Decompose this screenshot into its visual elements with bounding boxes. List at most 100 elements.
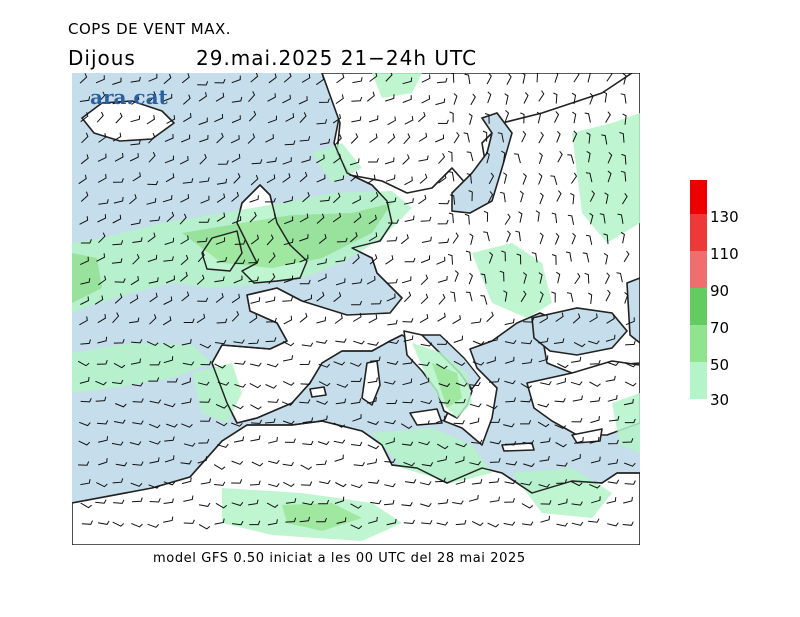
wind-barb: [248, 91, 256, 103]
wind-barb: [148, 91, 157, 103]
wind-barb: [370, 192, 379, 203]
wind-barb: [181, 134, 191, 143]
wind-barb: [179, 271, 188, 282]
wind-barb: [148, 484, 161, 489]
wind-barb: [419, 314, 429, 324]
wind-barb: [367, 174, 376, 184]
wind-barb: [420, 400, 433, 405]
wind-barb: [198, 218, 210, 223]
wind-barb: [230, 135, 240, 144]
sicily: [409, 408, 443, 426]
wind-barb: [418, 441, 430, 446]
wind-barb: [268, 73, 277, 84]
wind-barb: [282, 420, 295, 425]
wind-barb: [503, 423, 515, 428]
wind-barb: [538, 272, 543, 284]
wind-barb: [129, 317, 140, 324]
wind-barb: [166, 115, 176, 124]
wind-barb: [589, 396, 601, 403]
wind-barb: [266, 234, 274, 246]
map-canvas: [72, 73, 640, 545]
wind-barb: [480, 273, 487, 284]
wind-barb: [318, 381, 331, 387]
wind-barb: [198, 502, 211, 507]
wind-barb: [531, 252, 538, 263]
wind-barb: [471, 478, 483, 485]
model-info: model GFS 0.50 iniciat a les 00 UTC del …: [153, 551, 526, 566]
wind-barb: [607, 522, 619, 527]
wind-barb: [519, 190, 524, 203]
wind-barb: [368, 516, 378, 524]
wind-barb: [336, 383, 349, 388]
wind-barb: [214, 363, 226, 369]
wind-barb: [146, 115, 156, 125]
wind-barb: [449, 111, 454, 123]
gust-area: [372, 428, 492, 483]
wind-barb: [332, 192, 341, 204]
wind-barb: [198, 438, 210, 444]
wind-barb: [386, 399, 398, 404]
wind-barb: [130, 276, 140, 286]
wind-barb: [166, 378, 178, 383]
wind-barb: [283, 481, 295, 487]
wind-barb: [350, 524, 363, 530]
wind-barb: [385, 437, 395, 445]
wind-barb: [266, 363, 279, 368]
wind-barb: [164, 155, 174, 164]
wind-barb: [249, 520, 261, 526]
wind-barb: [589, 212, 594, 225]
wind-barb: [148, 277, 159, 284]
wind-barb: [420, 293, 429, 305]
wind-barb: [115, 462, 128, 467]
wind-barb: [149, 314, 157, 325]
wind-barb: [164, 455, 175, 463]
wind-barb: [251, 461, 264, 467]
gust-area: [282, 503, 362, 531]
wind-barb: [622, 521, 634, 526]
wind-barb: [621, 193, 628, 205]
wind-barb: [80, 398, 92, 403]
wind-barb: [284, 438, 296, 443]
wind-barb: [131, 382, 144, 387]
wind-barb: [572, 130, 578, 143]
wind-barb: [199, 343, 212, 349]
wind-barb: [183, 519, 195, 524]
wind-gust-map: ara.cat: [72, 73, 640, 545]
wind-barb: [350, 133, 359, 144]
wind-barb: [469, 381, 481, 387]
wind-barb: [505, 461, 518, 466]
wind-barb: [623, 496, 633, 504]
wind-barb: [505, 397, 516, 403]
wind-barb: [483, 231, 490, 242]
forecast-datetime: 29.mai.2025 21−24h UTC: [196, 46, 478, 70]
wind-barb: [335, 398, 347, 405]
wind-barb: [112, 77, 122, 85]
wind-barb: [521, 339, 533, 345]
wind-barb: [215, 339, 227, 345]
wind-barb: [620, 231, 625, 244]
wind-barb: [418, 132, 428, 142]
wind-barb: [282, 157, 292, 165]
wind-barb: [317, 415, 328, 422]
wind-barb: [421, 462, 434, 467]
wind-barb: [268, 252, 276, 264]
wind-barb: [79, 96, 91, 102]
wind-barb: [112, 312, 120, 324]
wind-barb: [538, 90, 545, 102]
coastline-iberia: [211, 287, 403, 424]
wind-barb: [538, 173, 543, 185]
wind-barb: [536, 111, 541, 124]
wind-barb: [98, 133, 107, 143]
wind-barb: [465, 291, 473, 302]
wind-barb: [585, 234, 593, 245]
wind-barb: [349, 158, 360, 166]
wind-barb: [214, 518, 225, 525]
wind-barb: [334, 496, 345, 504]
wind-barb: [472, 361, 485, 366]
wind-barb: [180, 254, 189, 266]
wind-barb: [540, 437, 551, 444]
wind-barb: [215, 292, 224, 303]
wind-barb: [81, 520, 93, 525]
wind-barb: [582, 252, 590, 263]
wind-barb: [384, 157, 395, 165]
